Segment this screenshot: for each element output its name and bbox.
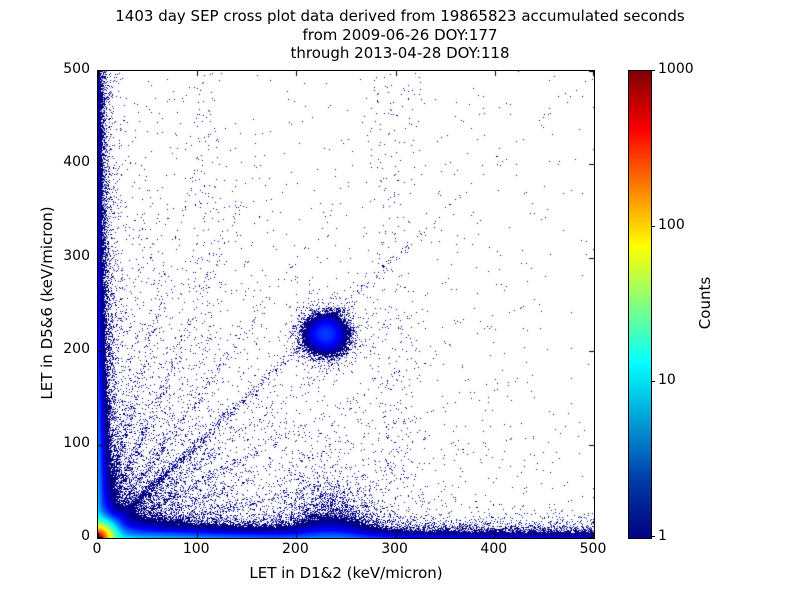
y-axis-label: LET in D5&6 (keV/micron) — [38, 206, 56, 400]
plot-area — [97, 70, 595, 539]
colorbar-tick-label: 10 — [658, 372, 676, 389]
colorbar-tick-mark — [651, 381, 655, 382]
x-axis-label: LET in D1&2 (keV/micron) — [249, 564, 443, 582]
colorbar-tick-labels: 1000 100 10 1 — [658, 61, 704, 544]
x-tick-label: 100 — [182, 541, 210, 557]
y-tick-label: 400 — [63, 154, 90, 171]
colorbar-tick-mark — [651, 226, 655, 227]
y-axis-tick-labels: 0 100 200 300 400 500 — [0, 61, 90, 544]
figure-title-line-3: through 2013-04-28 DOY:118 — [290, 44, 510, 62]
x-tick-label: 300 — [381, 541, 408, 557]
colorbar-tick-label: 100 — [658, 216, 685, 233]
figure-title-line-1: 1403 day SEP cross plot data derived fro… — [115, 7, 685, 25]
x-tick-label: 0 — [92, 541, 102, 557]
colorbar — [628, 70, 652, 539]
x-tick-label: 200 — [282, 541, 309, 557]
figure-title-line-2: from 2009-06-26 DOY:177 — [302, 26, 498, 44]
y-tick-label: 500 — [63, 61, 90, 77]
y-tick-label: 300 — [63, 247, 90, 264]
colorbar-tick-mark — [651, 536, 655, 537]
colorbar-tick-label: 1000 — [658, 61, 694, 77]
x-tick-label: 400 — [480, 541, 508, 557]
x-tick-label: 500 — [579, 541, 607, 557]
y-tick-label: 100 — [63, 434, 90, 451]
x-axis-tick-labels: 0 100 200 300 400 500 — [93, 541, 607, 559]
y-tick-label: 200 — [63, 341, 90, 358]
colorbar-label: Counts — [696, 276, 714, 330]
colorbar-gradient — [629, 71, 651, 538]
colorbar-tick-mark — [651, 70, 655, 71]
colorbar-tick-label: 1 — [658, 528, 667, 544]
scatter-density-canvas — [98, 71, 594, 538]
y-tick-label: 0 — [81, 528, 90, 544]
